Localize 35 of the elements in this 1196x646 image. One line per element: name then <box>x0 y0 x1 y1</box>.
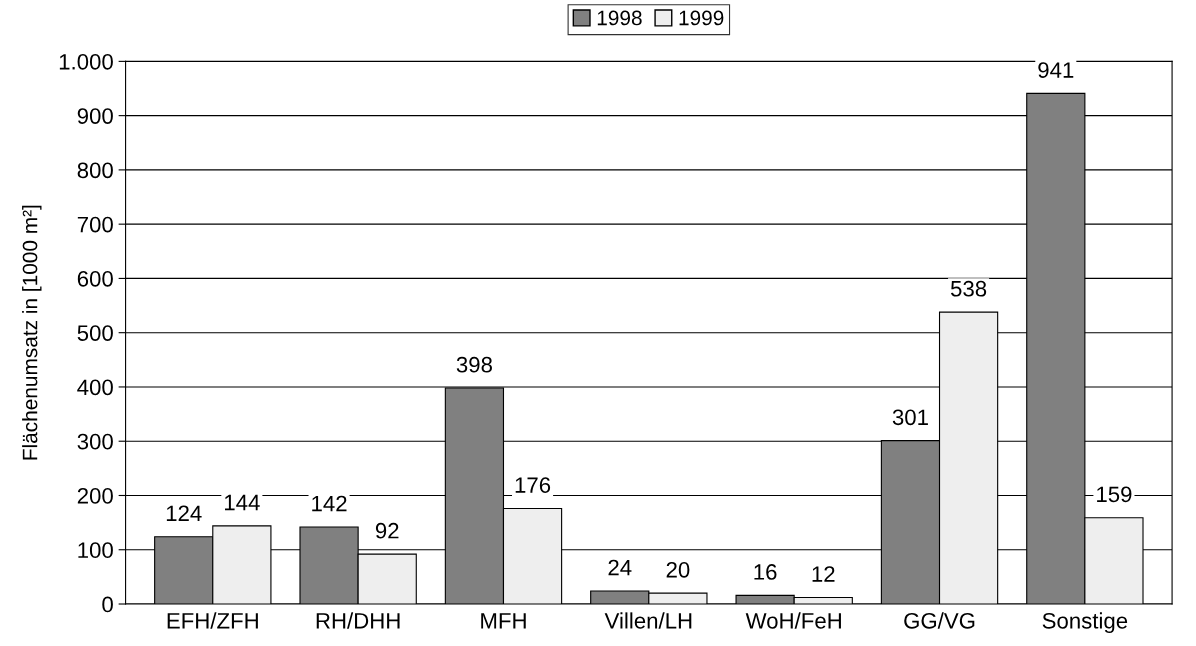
y-tick-label: 0 <box>102 596 113 613</box>
y-tick-label: 1.000 <box>59 53 113 70</box>
y-tick-label: 700 <box>77 216 113 233</box>
data-label: 16 <box>754 564 777 580</box>
data-label: 24 <box>608 559 632 576</box>
x-tick-label: Sonstige <box>1042 612 1128 634</box>
data-label: 301 <box>892 409 928 426</box>
y-tick-label: 800 <box>77 162 113 179</box>
data-label: 398 <box>456 356 492 373</box>
y-tick-label: 400 <box>77 379 113 396</box>
y-tick-label: 600 <box>77 270 113 287</box>
x-tick-label: GG/VG <box>904 612 975 629</box>
data-label: 20 <box>666 561 690 578</box>
y-tick-label: 500 <box>77 325 113 341</box>
data-label: 176 <box>515 477 551 493</box>
x-tick-label: MFH <box>481 613 526 629</box>
y-axis-title: Flächenumsatz in [1000 m²] <box>22 205 42 460</box>
data-label: 142 <box>312 495 347 512</box>
x-tick-label: RH/DHH <box>316 612 400 629</box>
legend-label: 1998 <box>597 10 642 26</box>
y-tick-label: 300 <box>77 433 113 450</box>
data-label: 941 <box>1038 62 1074 78</box>
x-tick-label: EFH/ZFH <box>167 612 258 629</box>
data-label: 538 <box>950 280 987 297</box>
y-tick-label: 900 <box>77 108 113 124</box>
data-label: 12 <box>812 566 835 582</box>
x-tick-label: Villen/LH <box>604 612 692 629</box>
y-tick-label: 200 <box>77 488 113 504</box>
data-label: 124 <box>166 505 202 521</box>
x-tick-label: WoH/FeH <box>745 612 841 629</box>
legend-label: 1999 <box>679 10 724 26</box>
data-label: 159 <box>1097 486 1132 503</box>
data-label: 144 <box>225 494 260 511</box>
data-label: 92 <box>375 522 399 539</box>
y-tick-label: 100 <box>78 542 113 559</box>
